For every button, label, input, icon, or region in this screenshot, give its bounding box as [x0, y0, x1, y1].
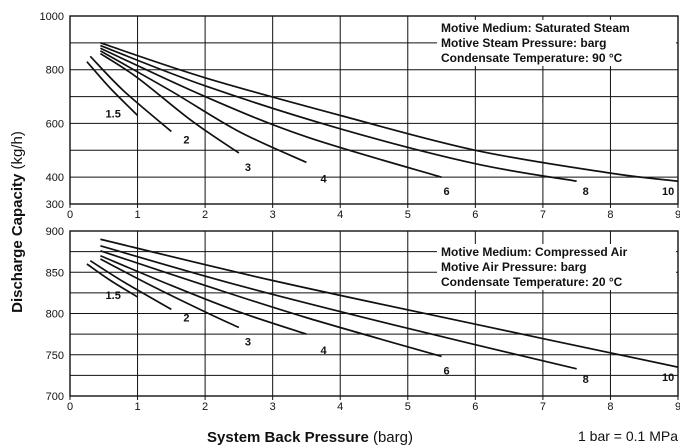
curve-steam-10-barg	[100, 42, 678, 183]
x-tick-steam-3: 3	[270, 209, 276, 221]
x-tick-air-5: 5	[405, 401, 411, 413]
x-tick-air-2: 2	[202, 401, 208, 413]
curve-air-4-barg	[100, 254, 307, 335]
curve-air-8-barg	[100, 245, 577, 370]
x-tick-steam-9: 9	[675, 209, 680, 221]
curve-label-steam-8: 8	[583, 186, 589, 198]
x-tick-steam-8: 8	[607, 209, 613, 221]
curve-label-steam-1.5: 1.5	[106, 108, 121, 120]
curve-label-air-2: 2	[183, 312, 189, 324]
curve-label-air-10: 10	[662, 372, 674, 384]
curve-air-6-barg	[100, 249, 442, 358]
x-tick-air-3: 3	[270, 401, 276, 413]
y-tick-steam-800: 800	[46, 65, 64, 77]
x-tick-steam-7: 7	[540, 209, 546, 221]
plot-frame-steam	[69, 15, 679, 205]
info-line-steam-2: Motive Steam Pressure: barg	[441, 36, 606, 50]
curve-steam-4-barg	[99, 50, 307, 164]
x-tick-air-4: 4	[337, 401, 343, 413]
curve-air-2-barg	[89, 259, 172, 311]
info-box-air	[437, 244, 676, 290]
unit-conversion-note: 1 bar = 0.1 MPa	[578, 428, 678, 444]
curve-air-1.5-barg	[86, 263, 138, 298]
info-box-steam	[437, 20, 676, 66]
curves-steam	[86, 42, 678, 183]
x-axis-title: System Back Pressure (barg)	[207, 429, 413, 446]
info-line-air-3: Condensate Temperature: 20 °C	[441, 275, 623, 289]
y-tick-steam-1000: 1000	[40, 11, 64, 23]
curve-steam-2-barg	[89, 55, 172, 133]
curve-air-3-barg	[100, 258, 240, 329]
y-tick-steam-400: 400	[46, 172, 64, 184]
curve-label-air-1.5: 1.5	[106, 290, 121, 302]
info-line-steam-1: Motive Medium: Saturated Steam	[441, 21, 630, 35]
curve-label-air-8: 8	[583, 374, 589, 386]
x-tick-steam-6: 6	[472, 209, 478, 221]
x-tick-steam-4: 4	[337, 209, 343, 221]
curve-label-steam-2: 2	[183, 134, 189, 146]
curve-label-steam-6: 6	[444, 186, 450, 198]
y-tick-air-700: 700	[46, 391, 64, 403]
x-tick-steam-1: 1	[134, 209, 140, 221]
curve-steam-3-barg	[99, 52, 240, 154]
curve-label-steam-3: 3	[245, 162, 251, 174]
x-axis-title-main: System Back Pressure	[207, 429, 369, 446]
y-tick-steam-600: 600	[46, 118, 64, 130]
curve-label-steam-10: 10	[662, 186, 674, 198]
curve-label-air-4: 4	[320, 345, 327, 357]
info-line-air-1: Motive Medium: Compressed Air	[441, 245, 628, 259]
y-axis-title-unit: (kg/h)	[9, 131, 26, 174]
curve-steam-8-barg	[100, 44, 577, 183]
y-tick-air-800: 800	[46, 309, 64, 321]
x-tick-air-1: 1	[134, 401, 140, 413]
x-tick-air-0: 0	[67, 401, 73, 413]
info-line-steam-3: Condensate Temperature: 90 °C	[441, 51, 623, 65]
y-tick-air-850: 850	[46, 267, 64, 279]
curve-label-air-3: 3	[245, 337, 251, 349]
x-tick-air-7: 7	[540, 401, 546, 413]
info-line-air-2: Motive Air Pressure: barg	[441, 260, 587, 274]
curve-steam-1.5-barg	[86, 61, 139, 116]
y-axis-title: Discharge Capacity (kg/h)	[9, 131, 26, 313]
curve-air-10-barg	[100, 238, 678, 368]
curve-steam-6-barg	[100, 47, 442, 178]
x-tick-air-9: 9	[675, 401, 680, 413]
y-tick-air-750: 750	[46, 350, 64, 362]
curve-label-steam-4: 4	[320, 173, 327, 185]
x-tick-steam-2: 2	[202, 209, 208, 221]
curves-air	[86, 238, 678, 370]
plot-frame-air	[69, 230, 679, 397]
curve-label-air-6: 6	[444, 365, 450, 377]
x-tick-steam-5: 5	[405, 209, 411, 221]
y-axis-title-main: Discharge Capacity	[9, 173, 26, 313]
y-tick-air-900: 900	[46, 226, 64, 238]
x-tick-air-6: 6	[472, 401, 478, 413]
x-tick-air-8: 8	[607, 401, 613, 413]
x-axis-title-unit: (barg)	[369, 429, 413, 446]
y-tick-steam-300: 300	[46, 199, 64, 211]
x-tick-steam-0: 0	[67, 209, 73, 221]
